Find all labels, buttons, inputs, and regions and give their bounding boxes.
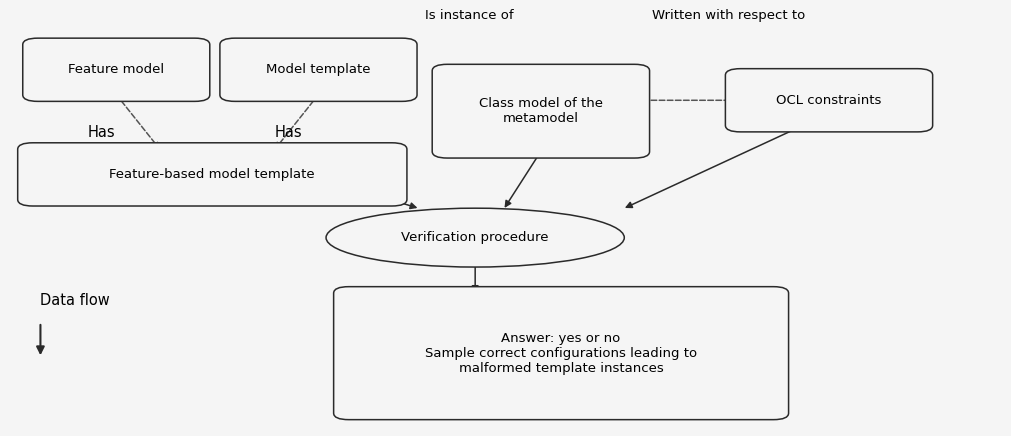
Text: Model template: Model template [266,63,371,76]
Text: Verification procedure: Verification procedure [401,231,549,244]
Text: Feature-based model template: Feature-based model template [109,168,315,181]
FancyBboxPatch shape [725,68,932,132]
Text: Is instance of: Is instance of [425,9,514,22]
Text: Written with respect to: Written with respect to [652,9,806,22]
Text: Answer: yes or no
Sample correct configurations leading to
malformed template in: Answer: yes or no Sample correct configu… [425,332,698,375]
Text: Class model of the
metamodel: Class model of the metamodel [479,97,603,125]
Text: OCL constraints: OCL constraints [776,94,882,107]
Text: Feature model: Feature model [68,63,165,76]
FancyBboxPatch shape [18,143,406,206]
Ellipse shape [326,208,625,267]
FancyBboxPatch shape [334,287,789,419]
FancyBboxPatch shape [219,38,417,101]
FancyBboxPatch shape [433,65,649,158]
FancyBboxPatch shape [23,38,210,101]
Text: Has: Has [274,126,302,140]
Text: Has: Has [87,126,115,140]
Text: Data flow: Data flow [40,293,110,308]
